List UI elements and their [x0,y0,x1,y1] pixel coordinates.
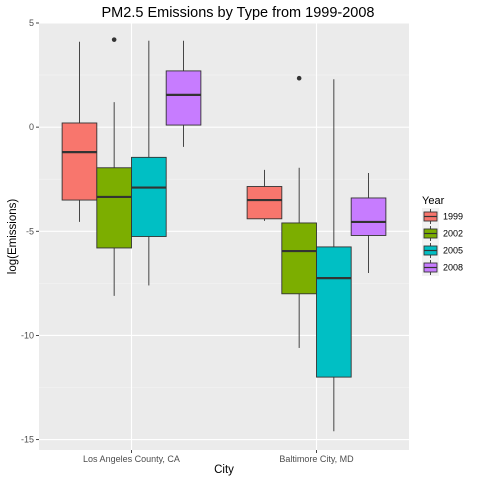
box-iqr [350,197,387,236]
outlier-point [111,37,117,42]
box-2002-0 [96,37,132,296]
legend-key-1999 [422,208,439,225]
x-axis: Los Angeles County, CA Baltimore City, MD [83,450,354,464]
box-iqr [96,167,132,249]
box-1999-0 [61,41,98,222]
box-2002-1 [281,75,317,348]
legend-key-2008 [422,259,439,276]
legend-key-2002 [422,225,439,242]
box-2005-0 [131,40,167,286]
box-iqr [61,122,98,201]
y-axis-title: log(Emissions) [7,199,19,275]
plot-panel [39,23,409,450]
x-tick-label: Baltimore City, MD [279,454,354,464]
boxes-layer [61,37,387,432]
legend-label: 2002 [443,229,463,239]
box-1999-1 [246,169,283,221]
chart-title: PM2.5 Emissions by Type from 1999-2008 [102,5,375,21]
legend-label: 2005 [443,246,463,256]
box-2008-0 [165,40,202,147]
legend: Year 1999 2002 2005 2008 [422,195,463,276]
box-iqr [246,186,283,220]
y-tick-label: -5 [26,226,34,236]
x-axis-title: City [214,464,234,476]
box-2005-1 [316,79,352,432]
box-2008-1 [350,172,387,273]
box-iqr [165,70,202,126]
legend-label: 1999 [443,212,463,222]
x-tick-label: Los Angeles County, CA [83,454,180,464]
legend-title: Year [422,195,445,207]
box-iqr [316,246,352,378]
outlier-point [296,75,302,81]
box-iqr [131,156,167,237]
y-axis: 5 0 -5 -10 -15 [21,18,39,445]
legend-label: 2008 [443,263,463,273]
y-tick-label: 5 [29,18,34,28]
legend-key-2005 [422,242,439,259]
y-tick-label: 0 [29,122,34,132]
y-tick-label: -10 [21,330,34,340]
box-iqr [281,222,317,295]
y-tick-label: -15 [21,435,34,445]
